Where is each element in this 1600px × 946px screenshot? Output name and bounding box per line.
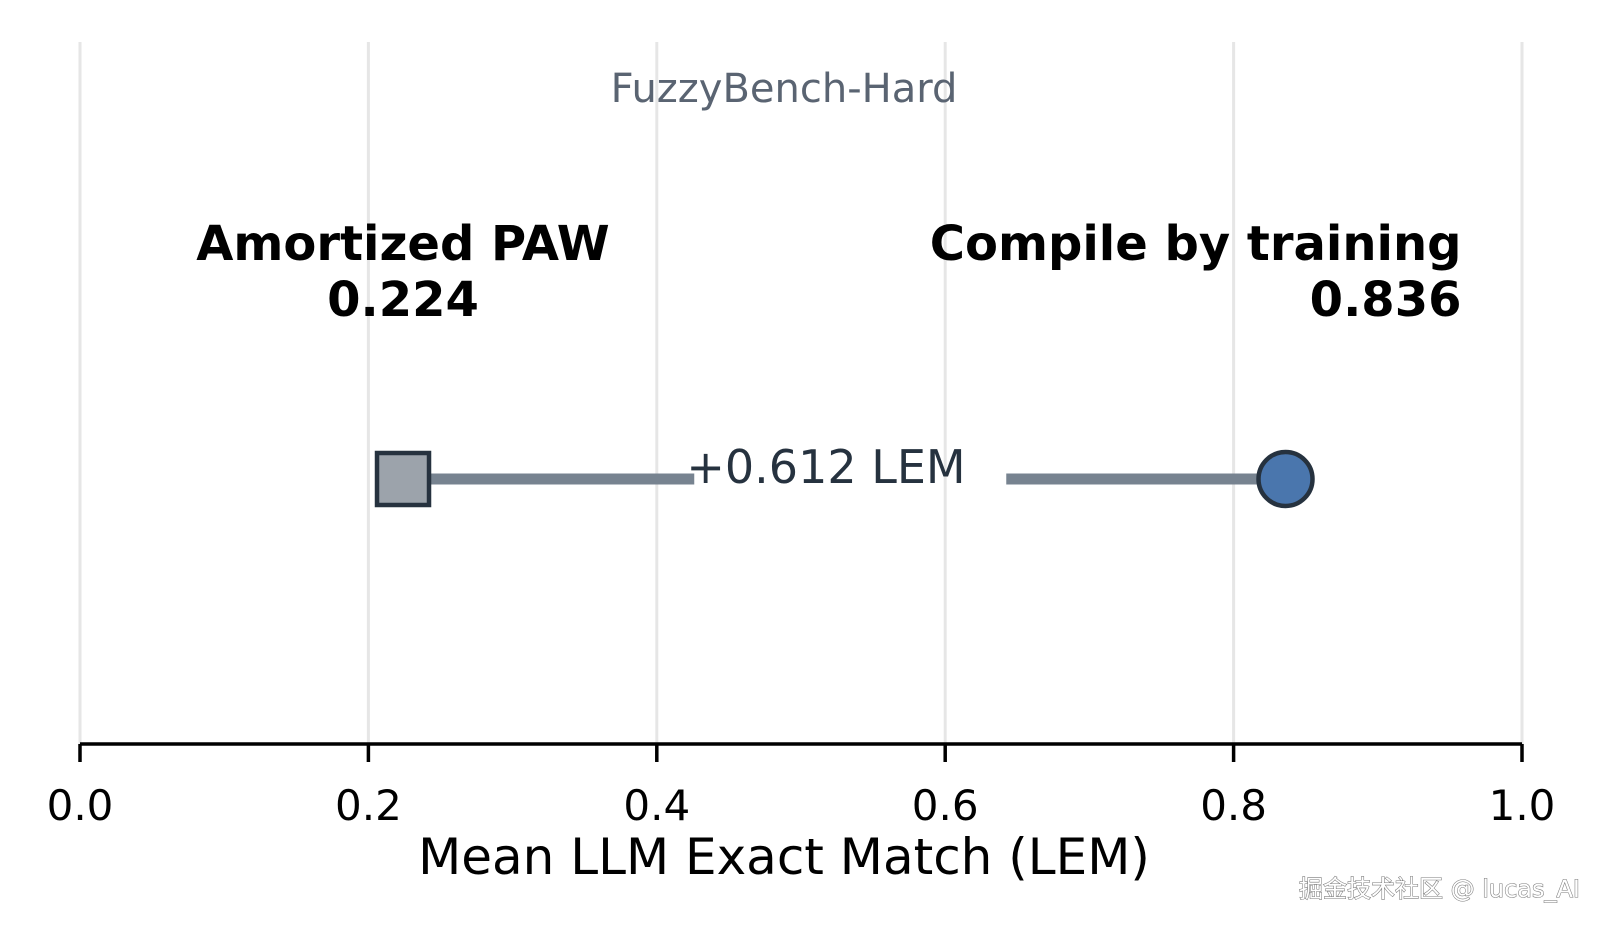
point-value-label: 0.224 bbox=[327, 272, 479, 328]
x-tick-label: 0.6 bbox=[912, 781, 979, 830]
point-value-label: 0.836 bbox=[1310, 272, 1462, 328]
x-tick-label: 0.8 bbox=[1200, 781, 1267, 830]
x-axis: 0.0 0.2 0.4 0.6 0.8 1.0 bbox=[47, 742, 1556, 830]
x-tick-label: 0.2 bbox=[335, 781, 402, 830]
x-tick-label: 0.0 bbox=[47, 781, 114, 830]
marker-square-0 bbox=[374, 450, 432, 508]
x-tick-label: 1.0 bbox=[1489, 781, 1556, 830]
point-name-label: Compile by training bbox=[930, 216, 1462, 272]
markers bbox=[374, 449, 1315, 509]
point-name-label: Amortized PAW bbox=[196, 216, 609, 272]
x-axis-title: Mean LLM Exact Match (LEM) bbox=[418, 828, 1150, 886]
chart-subtitle: FuzzyBench-Hard bbox=[611, 66, 958, 112]
x-tick-label: 0.4 bbox=[623, 781, 690, 830]
difference-label: +0.612 LEM bbox=[686, 440, 965, 494]
gridlines bbox=[78, 42, 1524, 744]
marker-circle-1 bbox=[1256, 449, 1315, 509]
watermark: 掘金技术社区 @ lucas_AI bbox=[1299, 875, 1580, 903]
